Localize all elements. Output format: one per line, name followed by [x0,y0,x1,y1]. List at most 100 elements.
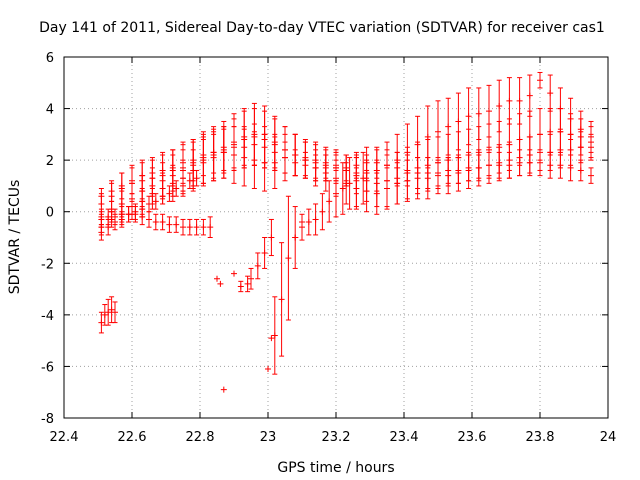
series-isolated [214,219,305,393]
data-point [496,102,503,109]
data-point [190,157,197,164]
data-point [353,177,360,184]
data-point [261,249,268,256]
data-point [588,172,594,179]
data-point [173,185,180,192]
data-point [220,146,227,153]
data-point [152,219,159,226]
y-tick-label: -6 [41,360,54,375]
data-point [394,164,401,171]
x-tick-label: 23.8 [526,430,555,445]
data-point [193,175,200,182]
y-tick-label: 6 [46,51,54,66]
data-point [445,123,452,130]
data-point [200,151,207,158]
data-point [125,211,132,218]
data-point [112,219,118,226]
data-point [271,149,278,156]
data-point [435,170,441,177]
data-point [333,164,339,171]
data-point [506,97,513,104]
data-point [465,113,472,120]
data-point [241,144,248,151]
chart-title: Day 141 of 2011, Sidereal Day-to-day VTE… [39,20,605,36]
data-point [180,182,186,189]
data-point [98,216,105,223]
data-point [166,221,173,228]
data-point [159,219,166,226]
data-point [173,221,180,228]
y-tick-label: -8 [41,412,54,427]
y-tick-label: -4 [41,309,54,324]
series-track-g [271,151,367,375]
data-point [265,366,271,373]
data-point [404,167,411,174]
data-point [118,182,125,189]
data-point [108,208,115,215]
data-point [244,280,251,287]
data-point [210,149,217,156]
data-point [299,224,305,231]
data-point [557,146,564,153]
x-tick-label: 23.6 [458,430,487,445]
data-point [333,190,339,197]
y-tick-label: 4 [46,103,54,118]
data-point [312,216,319,223]
data-point [319,208,326,215]
data-point [108,188,115,195]
data-point [98,193,105,200]
data-point [373,159,380,166]
data-point [105,224,112,231]
y-tick-label: -2 [41,257,54,272]
data-point [567,146,574,153]
data-point [343,164,350,171]
data-point [299,219,305,226]
data-point [98,229,105,236]
data-point [112,309,118,316]
data-point [360,175,367,182]
data-point [217,280,224,287]
data-point [285,255,292,262]
data-point [105,213,112,220]
data-point [312,164,319,171]
data-point [455,118,462,125]
data-point [346,180,353,187]
x-tick-label: 24 [600,430,617,445]
data-point [486,162,492,169]
data-point [169,164,176,171]
data-point [414,170,421,177]
data-point [557,162,564,169]
data-point [384,162,390,169]
y-tick-label: 2 [46,154,54,169]
x-axis-label: GPS time / hours [277,460,394,476]
data-point [166,190,173,197]
data-point [516,159,523,166]
data-point [363,188,370,195]
data-point [455,167,462,174]
data-point [214,275,220,282]
data-point [139,172,146,179]
series-track-d [98,123,594,205]
x-tick-label: 23.2 [322,430,351,445]
data-point [146,216,152,223]
data-point [537,159,543,166]
data-point [577,167,584,174]
data-series [98,71,594,393]
plot-frame [63,56,609,419]
data-point [475,164,482,171]
data-point [445,167,452,174]
data-point [231,144,237,151]
data-point [220,386,227,393]
data-point [248,275,254,282]
y-tick-label: 0 [46,206,54,221]
data-point [547,90,554,97]
data-point [118,216,125,223]
x-tick-label: 23 [260,430,277,445]
data-point [363,159,370,166]
data-point [506,162,513,169]
data-point [152,198,159,205]
data-point [278,296,285,303]
y-axis-label: SDTVAR / TECUs [7,180,23,295]
data-point [302,162,309,169]
data-point [268,335,275,342]
